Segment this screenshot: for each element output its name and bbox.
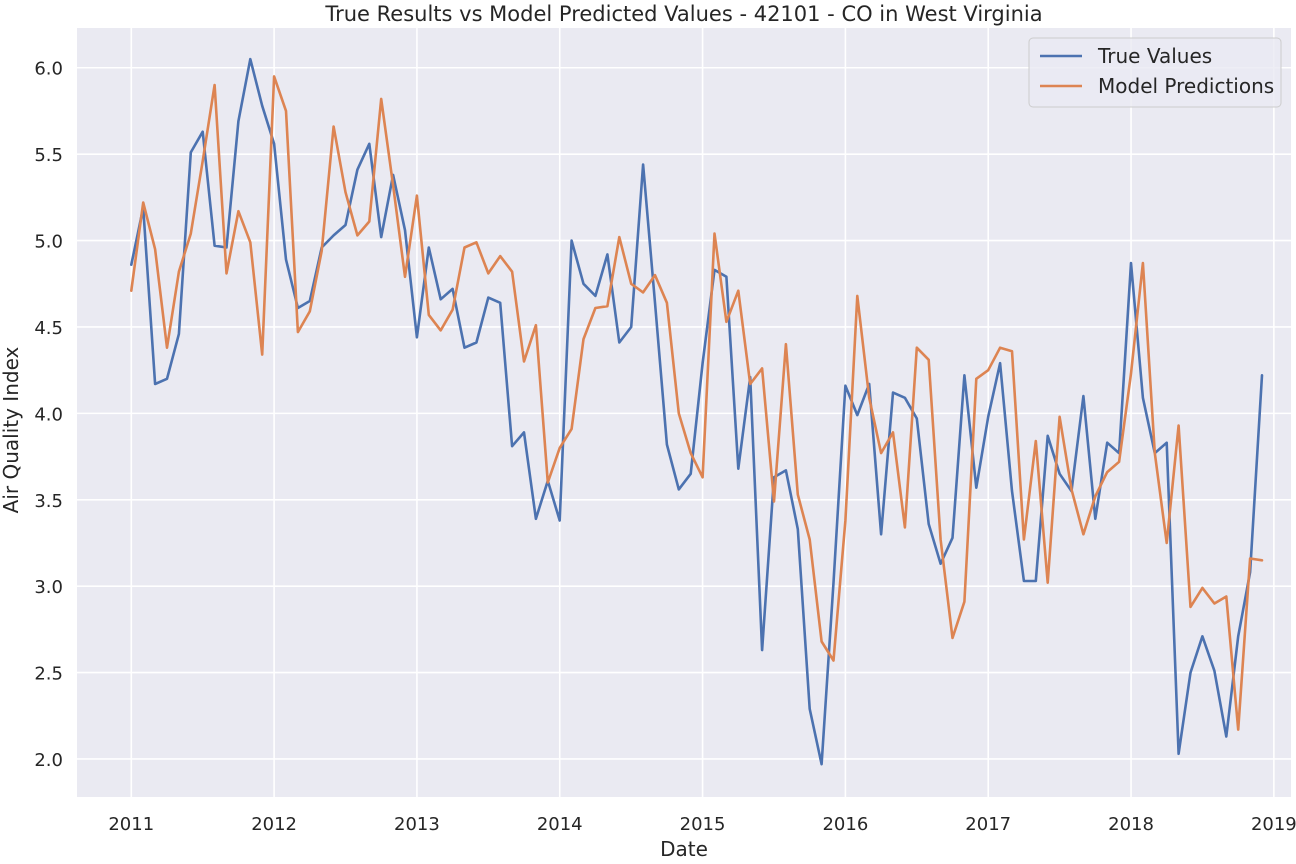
y-tick-label: 2.5 (34, 664, 63, 685)
y-axis-label: Air Quality Index (0, 346, 23, 513)
x-tick-label: 2015 (680, 814, 726, 835)
series-line-model-predictions (130, 75, 1264, 731)
x-tick-label: 2013 (394, 814, 440, 835)
x-tick-label: 2016 (822, 814, 868, 835)
x-axis-label: Date (660, 837, 708, 861)
x-tick-label: 2011 (108, 814, 154, 835)
y-tick-label: 3.5 (34, 491, 63, 512)
y-tick-label: 5.5 (34, 145, 63, 166)
x-tick-label: 2014 (537, 814, 583, 835)
legend-box (1028, 37, 1282, 108)
x-tick-label: 2017 (965, 814, 1011, 835)
y-tick-labels: 2.0 2.5 3.0 3.5 4.0 4.5 5.0 5.5 6.0 (34, 59, 63, 771)
x-tick-label: 2018 (1108, 814, 1154, 835)
y-tick-label: 5.0 (34, 232, 63, 253)
chart-title: True Results vs Model Predicted Values -… (324, 2, 1042, 26)
y-tick-label: 2.0 (34, 750, 63, 771)
legend-label-model-predictions: Model Predictions (1098, 74, 1274, 98)
legend-label-true-values: True Values (1097, 44, 1212, 68)
y-tick-label: 6.0 (34, 59, 63, 80)
y-tick-label: 3.0 (34, 577, 63, 598)
x-tick-labels: 2011 2012 2013 2014 2015 2016 2017 2018 2019 (108, 814, 1296, 835)
y-tick-label: 4.5 (34, 318, 63, 339)
x-tick-label: 2012 (251, 814, 297, 835)
plot-background (77, 28, 1291, 797)
x-tick-label: 2019 (1251, 814, 1296, 835)
y-tick-label: 4.0 (34, 404, 63, 425)
series-lines (130, 57, 1264, 766)
legend: True Values Model Predictions (1028, 37, 1282, 108)
